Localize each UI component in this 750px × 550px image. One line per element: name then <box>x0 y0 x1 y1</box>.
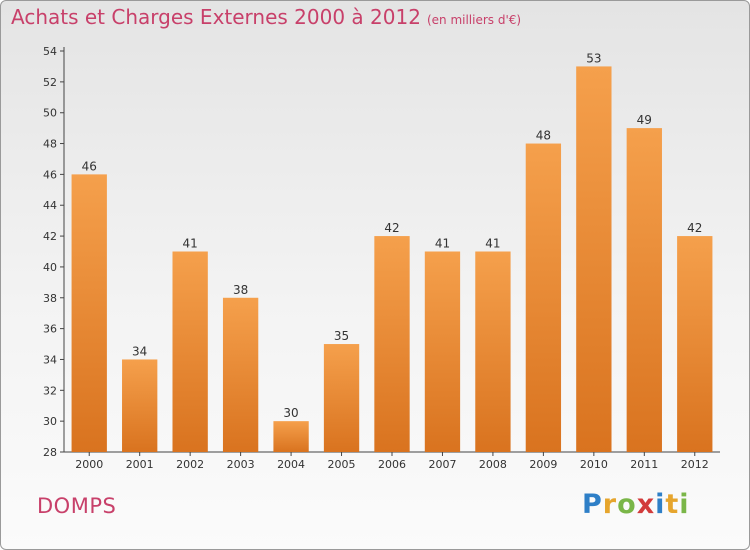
logo-letter: t <box>665 489 680 520</box>
data-label: 42 <box>687 221 702 235</box>
bar <box>273 421 309 452</box>
x-tick-label: 2006 <box>378 458 406 471</box>
data-label: 42 <box>384 221 399 235</box>
bar <box>222 297 259 452</box>
x-tick-label: 2003 <box>227 458 255 471</box>
logo-letter: P <box>582 489 603 520</box>
logo-letter: x <box>636 489 656 520</box>
bar <box>172 251 208 452</box>
y-tick-label: 44 <box>43 199 57 212</box>
x-tick-label: 2007 <box>428 458 456 471</box>
data-label: 41 <box>435 237 450 251</box>
y-tick-label: 30 <box>43 415 57 428</box>
x-tick-label: 2001 <box>126 458 154 471</box>
bar <box>374 236 410 452</box>
x-tick-label: 2000 <box>75 458 103 471</box>
y-tick-label: 46 <box>43 168 57 181</box>
y-tick-label: 28 <box>43 446 57 459</box>
logo-letter: i <box>679 489 690 520</box>
data-label: 34 <box>132 344 147 358</box>
bar <box>122 359 158 452</box>
x-tick-label: 2004 <box>277 458 305 471</box>
y-tick-label: 50 <box>43 107 57 120</box>
commune-name: DOMPS <box>37 494 117 518</box>
y-tick-label: 38 <box>43 292 57 305</box>
y-tick-label: 52 <box>43 76 57 89</box>
x-tick-label: 2010 <box>580 458 608 471</box>
proxiti-logo: Proxiti <box>582 489 690 520</box>
chart-subtitle: (en milliers d'€) <box>426 13 522 27</box>
bar <box>576 66 612 452</box>
data-label: 48 <box>536 129 551 143</box>
y-tick-label: 36 <box>43 323 57 336</box>
logo-letter: r <box>602 489 618 520</box>
bar <box>71 174 107 452</box>
chart-title-text: Achats et Charges Externes 2000 à 2012 <box>11 5 421 29</box>
x-tick-label: 2009 <box>529 458 557 471</box>
bar <box>525 143 562 453</box>
data-label: 35 <box>334 329 349 343</box>
x-tick-label: 2002 <box>176 458 204 471</box>
bar <box>323 344 360 452</box>
y-tick-label: 42 <box>43 230 57 243</box>
logo-letter: i <box>655 489 666 520</box>
x-tick-label: 2011 <box>630 458 658 471</box>
bar <box>677 236 713 452</box>
x-tick-label: 2005 <box>328 458 356 471</box>
y-tick-label: 40 <box>43 261 57 274</box>
data-label: 41 <box>183 237 198 251</box>
y-tick-label: 34 <box>43 353 57 366</box>
bar <box>424 251 461 452</box>
bar <box>626 128 662 452</box>
x-tick-label: 2012 <box>681 458 709 471</box>
data-label: 30 <box>283 406 298 420</box>
chart-title: Achats et Charges Externes 2000 à 2012 (e… <box>11 5 521 29</box>
data-label: 53 <box>586 51 601 65</box>
data-label: 41 <box>485 237 500 251</box>
data-label: 49 <box>637 113 652 127</box>
data-label: 38 <box>233 283 248 297</box>
data-label: 46 <box>82 159 97 173</box>
bar <box>475 251 511 452</box>
y-tick-label: 48 <box>43 138 57 151</box>
y-tick-label: 32 <box>43 384 57 397</box>
y-tick-label: 54 <box>43 45 57 58</box>
x-tick-label: 2008 <box>479 458 507 471</box>
logo-letter: o <box>617 489 637 520</box>
